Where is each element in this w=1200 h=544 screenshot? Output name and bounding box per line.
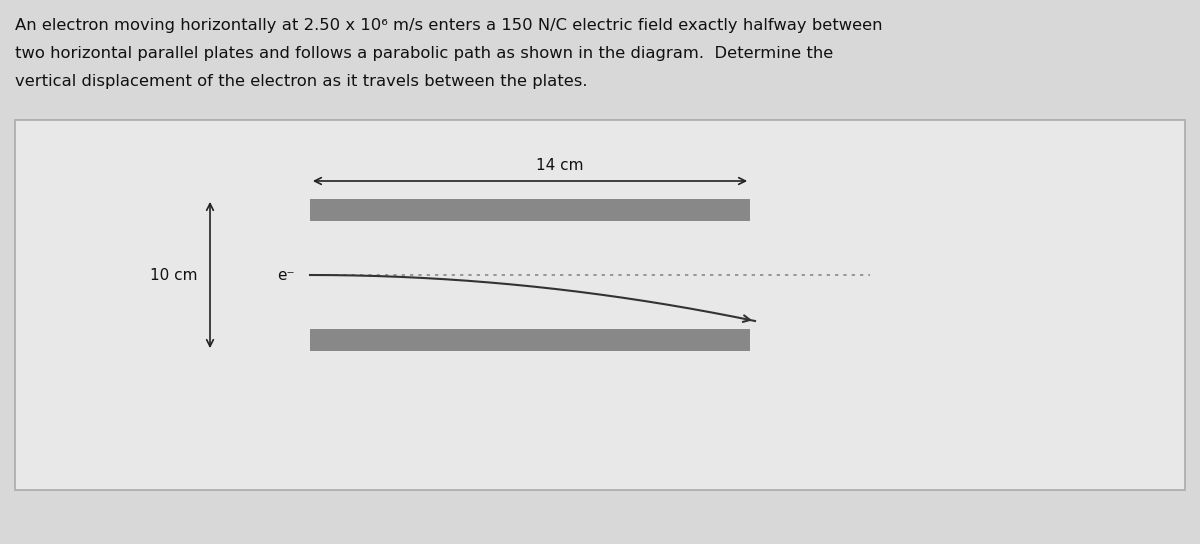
Bar — [310, 199, 750, 221]
Text: An electron moving horizontally at 2.50 x 10⁶ m/s enters a 150 N/C electric fiel: An electron moving horizontally at 2.50 … — [14, 18, 882, 33]
Text: two horizontal parallel plates and follows a parabolic path as shown in the diag: two horizontal parallel plates and follo… — [14, 46, 833, 61]
Text: 10 cm: 10 cm — [150, 268, 198, 282]
Bar — [14, 120, 1186, 490]
Text: 14 cm: 14 cm — [536, 158, 583, 173]
Bar — [310, 329, 750, 351]
Text: vertical displacement of the electron as it travels between the plates.: vertical displacement of the electron as… — [14, 74, 588, 89]
Text: e⁻: e⁻ — [277, 268, 295, 282]
